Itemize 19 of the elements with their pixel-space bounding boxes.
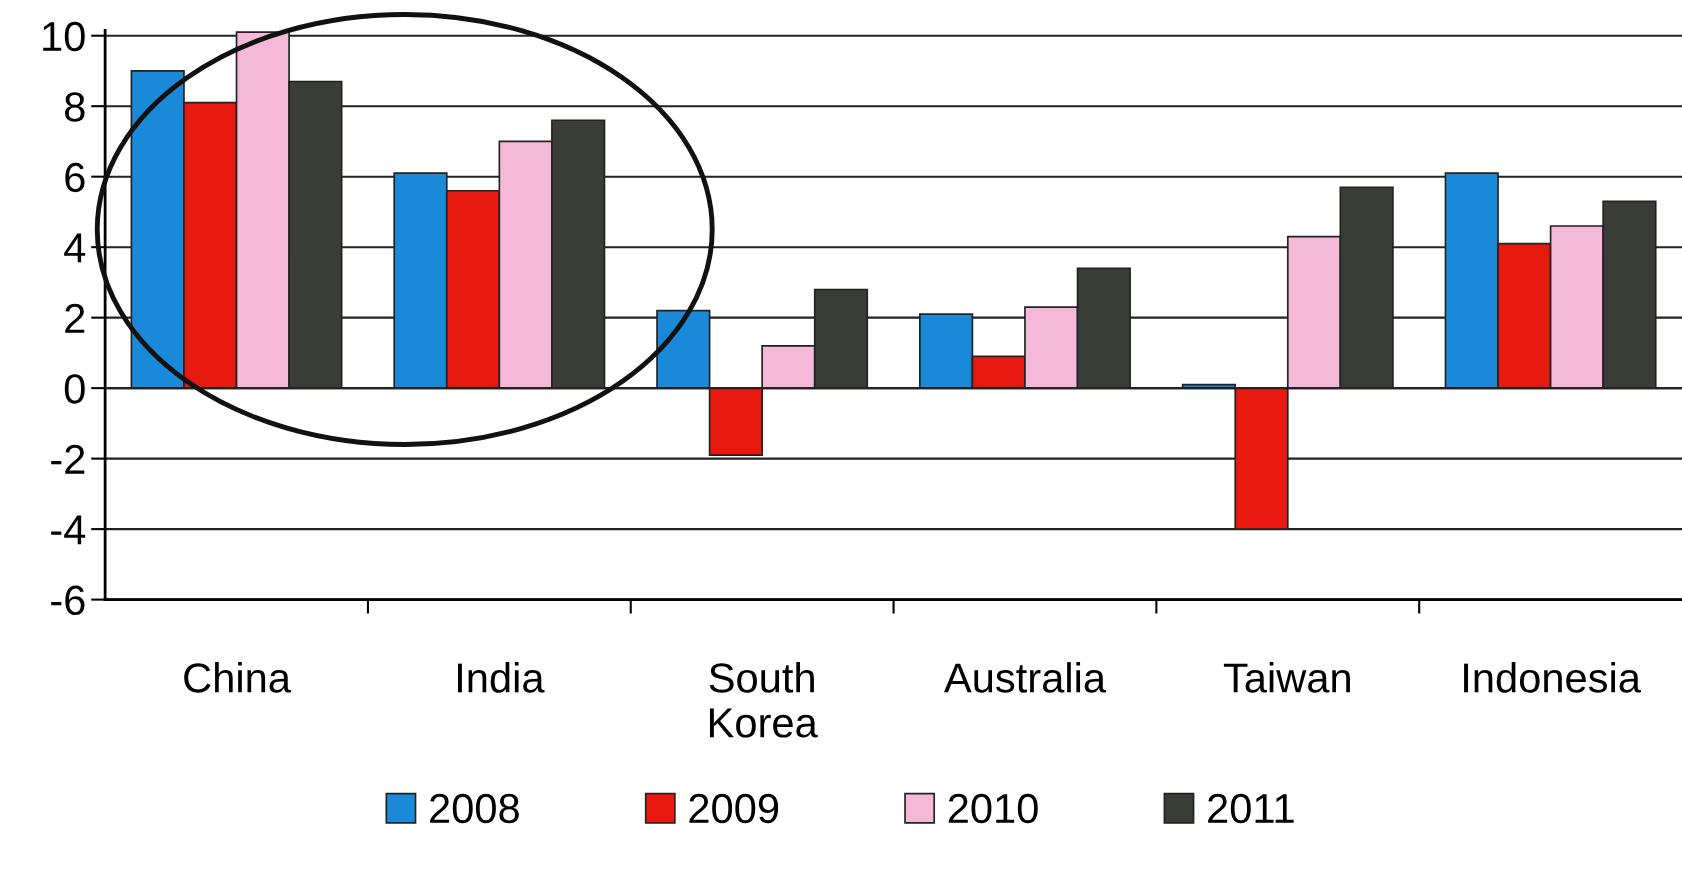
x-tick-label: South Korea (709, 662, 818, 738)
y-tick-label: 10 (43, 21, 85, 52)
y-tick-label: 2 (65, 303, 85, 333)
y-tick-label: 4 (64, 233, 86, 263)
y-tick-label: -4 (51, 515, 86, 545)
x-tick-label: Indonesia (1464, 662, 1641, 693)
x-tick-label: Australia (944, 662, 1107, 693)
x-tick-label: Taiwan (1223, 662, 1350, 693)
y-tick-label: 6 (65, 162, 85, 193)
x-tick-label: China (184, 662, 291, 693)
y-tick-label: 8 (65, 92, 85, 122)
legend-label: 2011 (1208, 793, 1294, 824)
y-tick-label: -6 (51, 585, 85, 616)
legend-label: 2008 (430, 793, 519, 824)
legend-label: 2009 (689, 793, 779, 824)
y-tick-label: 0 (64, 374, 85, 404)
y-tick-label: -2 (51, 444, 85, 474)
x-tick-label: India (458, 662, 545, 693)
legend-label: 2010 (948, 793, 1038, 824)
